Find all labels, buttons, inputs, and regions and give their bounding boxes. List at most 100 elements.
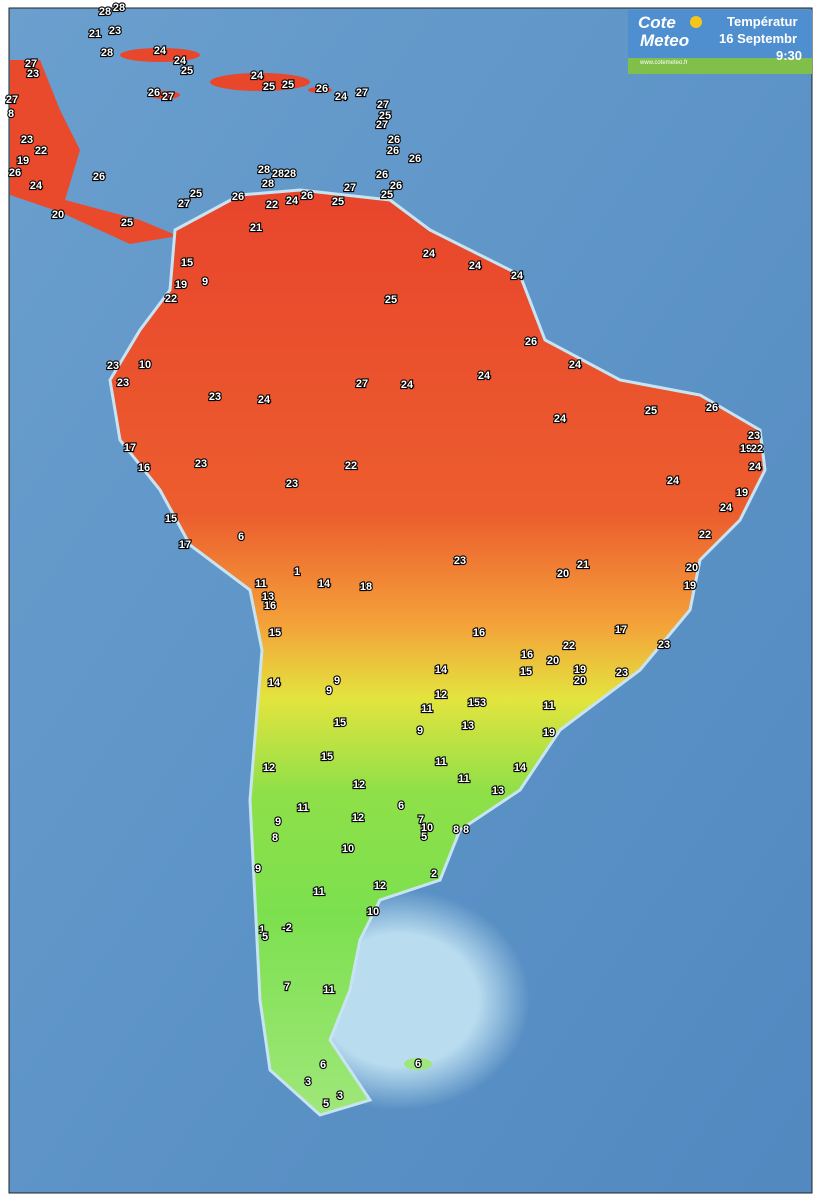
temperature-label: 24 (478, 370, 491, 382)
temperature-label: 12 (374, 880, 386, 892)
temperature-label: 8 (272, 832, 278, 844)
temperature-label: 22 (165, 293, 177, 305)
temperature-label: 23 (27, 68, 39, 80)
temperature-label: 24 (667, 475, 680, 487)
temperature-label: 15 (181, 257, 193, 269)
temperature-label: 22 (751, 443, 763, 455)
temperature-label: 22 (563, 640, 575, 652)
temperature-label: 10 (421, 822, 433, 834)
temperature-label: 19 (740, 443, 752, 455)
temperature-label: 15 (269, 627, 281, 639)
temperature-label: 24 (469, 260, 482, 272)
temperature-label: 7 (418, 814, 424, 826)
temperature-label: 15 (334, 717, 346, 729)
temperature-label: 12 (263, 762, 275, 774)
temperature-label: 24 (423, 248, 436, 260)
temperature-label: 24 (749, 461, 762, 473)
temperature-label: 5 (421, 831, 427, 843)
temperature-label: 27 (376, 119, 388, 131)
temperature-label: 14 (514, 762, 527, 774)
temperature-label: 21 (577, 559, 589, 571)
temperature-label: 23 (21, 134, 33, 146)
islands (120, 48, 432, 1070)
temperature-label: 19 (574, 664, 586, 676)
temperature-label: 23 (109, 25, 121, 37)
temperature-label: 24 (569, 359, 582, 371)
temperature-label: 26 (316, 83, 328, 95)
temperature-label: 19 (175, 279, 187, 291)
temperature-label: 26 (388, 134, 400, 146)
temperature-label: 20 (574, 675, 586, 687)
temperature-label: 28 (258, 164, 270, 176)
temperature-label: 16 (521, 649, 533, 661)
temperature-label: 9 (326, 685, 332, 697)
temperature-label: 26 (9, 167, 21, 179)
header-grass (628, 58, 812, 74)
temperature-label: 21 (250, 222, 262, 234)
south-america (108, 188, 767, 1117)
temperature-label: 12 (435, 689, 447, 701)
temperature-label: 24 (720, 502, 733, 514)
temperature-label: 26 (525, 336, 537, 348)
temperature-label: 26 (93, 171, 105, 183)
logo-bottom: Meteo (640, 31, 689, 50)
temperature-label: 24 (251, 70, 264, 82)
temperature-label: 9 (334, 675, 340, 687)
temperature-label: 26 (706, 402, 718, 414)
temperature-label: 11 (297, 802, 309, 814)
temperature-label: 24 (401, 379, 414, 391)
temperature-label: 27 (6, 94, 18, 106)
logo-top: Cote (638, 13, 676, 32)
temperature-label: 25 (190, 188, 202, 200)
temperature-label: 13 (492, 785, 504, 797)
temperature-label: 23 (616, 667, 628, 679)
temperature-label: 27 (377, 99, 389, 111)
temperature-label: 25 (181, 65, 193, 77)
temperature-label: 23 (117, 377, 129, 389)
temperature-label: 26 (232, 191, 244, 203)
temperature-label: 25 (263, 81, 275, 93)
temperature-label: 23 (107, 360, 119, 372)
temperature-label: 16 (473, 627, 485, 639)
temperature-label: 11 (313, 886, 325, 898)
temperature-label: 17 (179, 539, 191, 551)
temperature-label: 26 (409, 153, 421, 165)
sun-icon (690, 16, 702, 28)
temperature-label: 15 (165, 513, 177, 525)
temperature-label: 15 (520, 666, 532, 678)
temperature-label: 27 (344, 182, 356, 194)
temperature-label: 6 (398, 800, 404, 812)
temperature-label: 22 (35, 145, 47, 157)
temperature-label: 28 (101, 47, 113, 59)
temperature-label: 19 (543, 727, 555, 739)
temperature-label: 16 (264, 600, 276, 612)
temperature-label: 27 (162, 91, 174, 103)
temperature-label: 24 (30, 180, 43, 192)
temperature-label: 19 (684, 580, 696, 592)
temperature-label: 13 (262, 591, 274, 603)
temperature-label: 22 (266, 199, 278, 211)
temperature-label: 18 (360, 581, 372, 593)
temperature-label: 24 (511, 270, 524, 282)
temperature-label: 28 (99, 6, 111, 18)
temperature-label: 1 (259, 924, 265, 936)
header-time: 9:30 (776, 48, 802, 63)
temperature-label: 14 (268, 677, 281, 689)
temperature-label: 17 (615, 624, 627, 636)
temperature-label: 22 (345, 460, 357, 472)
temperature-label: 26 (148, 87, 160, 99)
temperature-label: 8 (453, 824, 459, 836)
temperature-label: 26 (301, 190, 313, 202)
temperature-label: 5 (323, 1098, 329, 1110)
temperature-label: 10 (342, 843, 354, 855)
temperature-label: 24 (258, 394, 271, 406)
temperature-label: 7 (284, 981, 290, 993)
temperature-label: 9 (202, 276, 208, 288)
temperature-label: 24 (335, 91, 348, 103)
temperature-label: 11 (543, 700, 555, 712)
temperature-label: 25 (332, 196, 344, 208)
temperature-label: 24 (286, 195, 299, 207)
temperature-label: 19 (736, 487, 748, 499)
temperature-label: 25 (121, 217, 133, 229)
